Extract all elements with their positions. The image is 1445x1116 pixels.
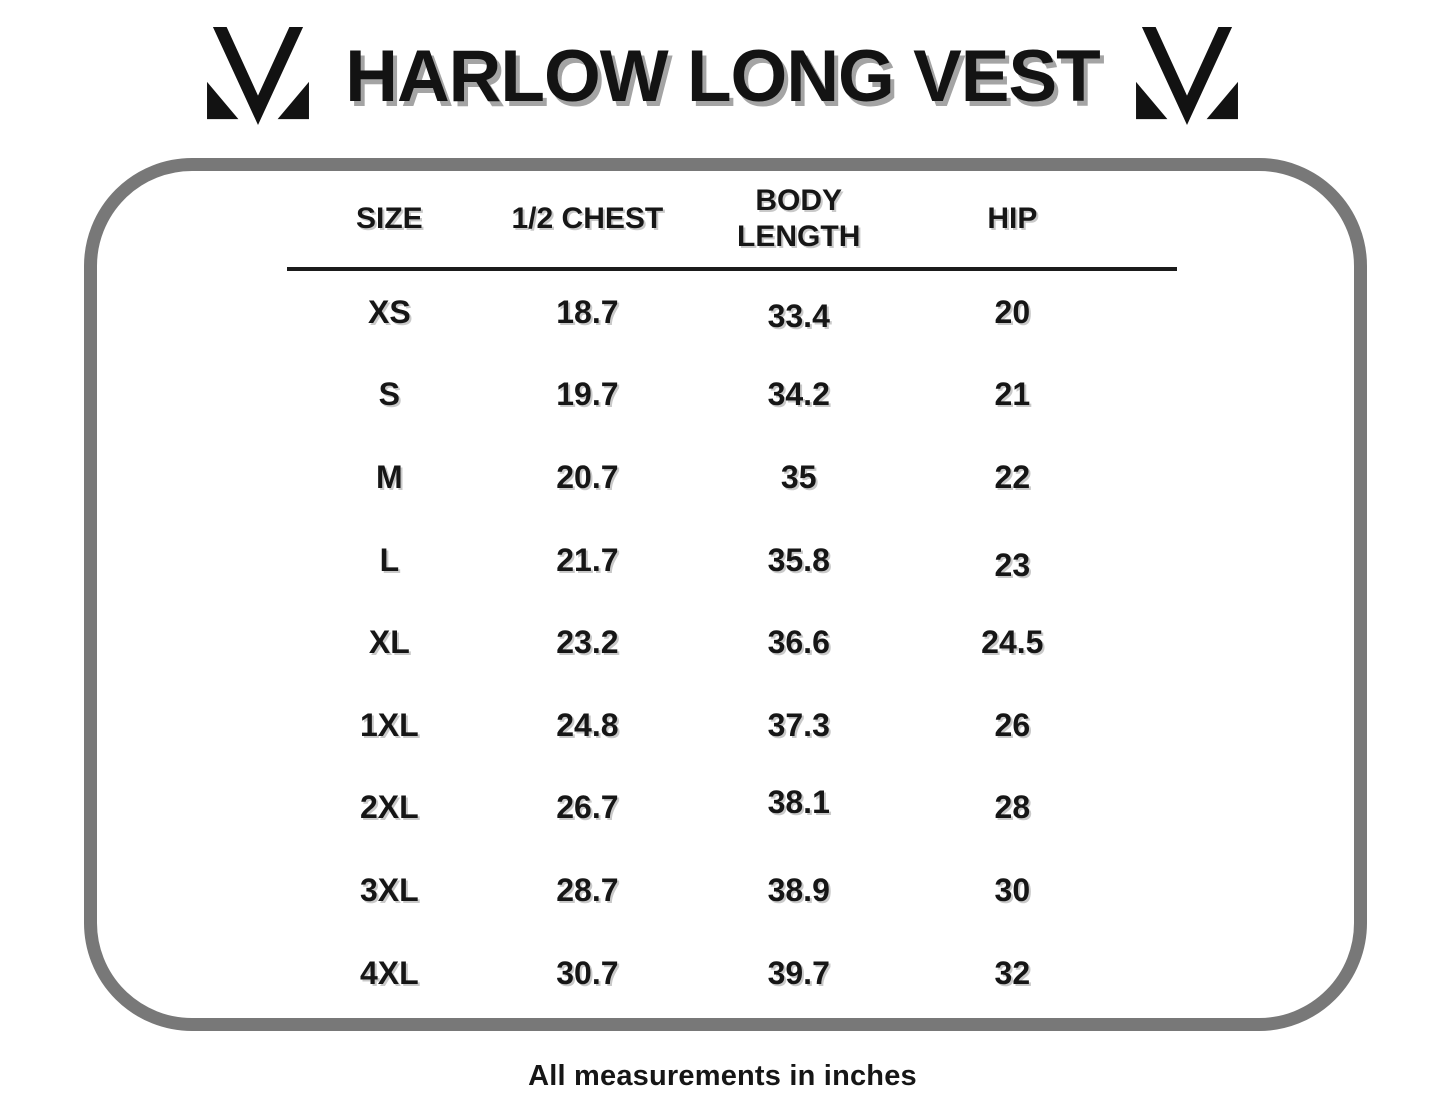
- size-label: 2XL: [360, 789, 419, 826]
- table-row: 1XL 24.8 37.3 26: [287, 684, 1177, 767]
- size-label: 3XL: [360, 871, 419, 908]
- body-length-value: 39.7: [767, 954, 830, 991]
- m-logo-icon: [1134, 27, 1240, 125]
- half-chest-value: 26.7: [556, 789, 619, 826]
- half-chest-value: 23.2: [556, 624, 619, 661]
- table-row: M 20.7 35 22: [287, 436, 1177, 519]
- half-chest-value: 19.7: [556, 376, 619, 413]
- hip-value: 21: [994, 376, 1031, 413]
- size-label: M: [376, 458, 403, 495]
- body-length-value: 34.2: [767, 376, 830, 413]
- body-length-value: 38.9: [767, 871, 830, 908]
- body-length-value: 36.6: [767, 624, 830, 661]
- half-chest-value: 30.7: [556, 954, 619, 991]
- hip-value: 22: [994, 458, 1031, 495]
- column-header-size: SIZE: [356, 202, 423, 235]
- body-length-value: 35.8: [767, 541, 830, 578]
- body-length-value: 37.3: [767, 706, 830, 743]
- column-header-hip: HIP: [987, 202, 1038, 235]
- body-length-value: 38.1: [767, 784, 830, 821]
- size-chart-frame: SIZE 1/2 CHEST BODY LENGTH HIP XS 18.7 3…: [84, 158, 1367, 1031]
- table-row: 3XL 28.7 38.9 30: [287, 849, 1177, 932]
- page-title: HARLOW LONG VEST: [345, 35, 1101, 117]
- size-label: L: [379, 541, 400, 578]
- hip-value: 30: [994, 871, 1031, 908]
- table-row: XS 18.7 33.4 20: [287, 271, 1177, 354]
- body-length-value: 35: [780, 458, 817, 495]
- table-row: XL 23.2 36.6 24.5: [287, 601, 1177, 684]
- table-header-row: SIZE 1/2 CHEST BODY LENGTH HIP: [287, 171, 1177, 267]
- size-label: 1XL: [360, 706, 419, 743]
- m-logo-icon: [205, 27, 311, 125]
- hip-value: 23: [994, 546, 1031, 583]
- hip-value: 32: [994, 954, 1031, 991]
- half-chest-value: 28.7: [556, 871, 619, 908]
- hip-value: 28: [994, 789, 1031, 826]
- size-chart-table: SIZE 1/2 CHEST BODY LENGTH HIP XS 18.7 3…: [287, 171, 1177, 1014]
- size-label: XL: [368, 624, 410, 661]
- hip-value: 24.5: [981, 624, 1044, 661]
- table-row: S 19.7 34.2 21: [287, 354, 1177, 437]
- masthead: HARLOW LONG VEST: [0, 20, 1445, 132]
- table-row: L 21.7 35.8 23: [287, 519, 1177, 602]
- size-label: S: [378, 376, 401, 413]
- half-chest-value: 18.7: [556, 293, 619, 330]
- half-chest-value: 21.7: [556, 541, 619, 578]
- half-chest-value: 24.8: [556, 706, 619, 743]
- size-label: 4XL: [360, 954, 419, 991]
- half-chest-value: 20.7: [556, 458, 619, 495]
- column-header-half-chest: 1/2 CHEST: [511, 202, 664, 235]
- table-row: 2XL 26.7 38.1 28: [287, 767, 1177, 850]
- table-row: 4XL 30.7 39.7 32: [287, 932, 1177, 1015]
- measurements-note: All measurements in inches: [528, 1060, 917, 1092]
- hip-value: 26: [994, 706, 1031, 743]
- body-length-value: 33.4: [767, 297, 830, 334]
- column-header-body-length: BODY LENGTH: [737, 184, 861, 253]
- header-divider: [287, 267, 1177, 271]
- size-label: XS: [368, 293, 411, 330]
- hip-value: 20: [994, 293, 1031, 330]
